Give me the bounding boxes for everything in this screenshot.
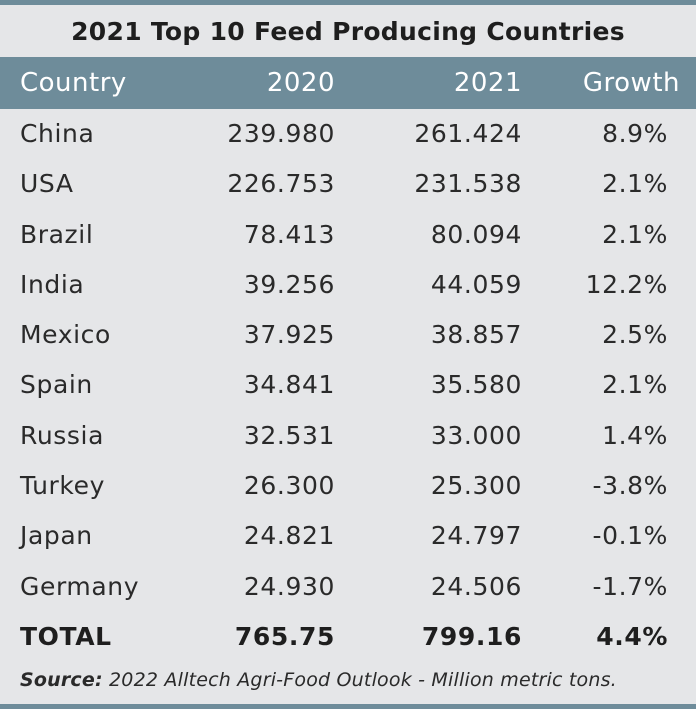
table-header: Country 2020 2021 Growth <box>0 57 696 109</box>
cell-growth: 8.9% <box>602 119 668 148</box>
cell-2021: 25.300 <box>430 471 522 501</box>
cell-2021: 80.094 <box>430 219 522 249</box>
table-row: Germany 24.930 24.506 -1.7% <box>0 562 696 612</box>
table-title: 2021 Top 10 Feed Producing Countries <box>71 17 625 46</box>
cell-country: Japan <box>20 521 93 551</box>
table-row: Russia 32.531 33.000 1.4% <box>0 411 696 461</box>
table-row: India 39.256 44.059 12.2% <box>0 260 696 310</box>
cell-2021: 261.424 <box>414 119 522 148</box>
cell-2021: 38.857 <box>430 320 522 350</box>
header-growth: Growth <box>582 68 680 98</box>
table-row: Spain 34.841 35.580 2.1% <box>0 360 696 410</box>
table-body: China 239.980 261.424 8.9% USA 226.753 231.538… <box>0 109 696 662</box>
table-row: Japan 24.821 24.797 -0.1% <box>0 511 696 561</box>
cell-country: TOTAL <box>20 621 112 651</box>
table-row: Turkey 26.300 25.300 -3.8% <box>0 461 696 511</box>
cell-2020: 24.821 <box>243 521 335 551</box>
header-country: Country <box>20 68 127 98</box>
cell-growth: 1.4% <box>602 420 668 450</box>
table-row: USA 226.753 231.538 2.1% <box>0 159 696 209</box>
cell-growth: 2.5% <box>602 320 668 350</box>
cell-growth: 4.4% <box>596 621 668 651</box>
table-row: Brazil 78.413 80.094 2.1% <box>0 210 696 260</box>
cell-2020: 239.980 <box>227 119 335 148</box>
cell-country: Turkey <box>20 471 105 501</box>
cell-2020: 34.841 <box>243 370 335 400</box>
cell-2020: 765.75 <box>234 621 335 651</box>
cell-2021: 33.000 <box>430 420 522 450</box>
cell-growth: -1.7% <box>592 571 668 601</box>
cell-2020: 32.531 <box>243 420 335 450</box>
cell-growth: 2.1% <box>602 370 668 400</box>
cell-country: Russia <box>20 420 105 450</box>
source-note: Source: 2022 Alltech Agri-Food Outlook -… <box>20 669 617 691</box>
cell-country: China <box>20 119 95 148</box>
cell-country: Germany <box>20 571 140 601</box>
cell-2021: 24.506 <box>430 571 522 601</box>
cell-2021: 24.797 <box>430 521 522 551</box>
cell-2020: 26.300 <box>243 471 335 501</box>
cell-country: Spain <box>20 370 93 400</box>
cell-2020: 226.753 <box>227 169 335 199</box>
cell-2021: 231.538 <box>414 169 522 199</box>
cell-country: USA <box>20 169 74 199</box>
cell-growth: 2.1% <box>602 219 668 249</box>
cell-2021: 35.580 <box>430 370 522 400</box>
header-2020: 2020 <box>266 68 335 98</box>
cell-growth: 12.2% <box>585 269 668 299</box>
cell-2021: 799.16 <box>421 621 522 651</box>
cell-growth: 2.1% <box>602 169 668 199</box>
cell-2021: 44.059 <box>430 269 522 299</box>
table-total-row: TOTAL 765.75 799.16 4.4% <box>0 612 696 662</box>
cell-2020: 78.413 <box>243 219 335 249</box>
source-label: Source: <box>20 669 103 691</box>
source-text: 2022 Alltech Agri-Food Outlook - Million… <box>102 669 617 691</box>
cell-growth: -0.1% <box>592 521 668 551</box>
cell-country: Brazil <box>20 219 94 249</box>
cell-growth: -3.8% <box>592 471 668 501</box>
table-row: China 239.980 261.424 8.9% <box>0 109 696 159</box>
cell-2020: 39.256 <box>243 269 335 299</box>
cell-country: India <box>20 269 85 299</box>
header-2021: 2021 <box>453 68 522 98</box>
cell-2020: 24.930 <box>243 571 335 601</box>
cell-country: Mexico <box>20 320 111 350</box>
cell-2020: 37.925 <box>243 320 335 350</box>
table-row: Mexico 37.925 38.857 2.5% <box>0 310 696 360</box>
